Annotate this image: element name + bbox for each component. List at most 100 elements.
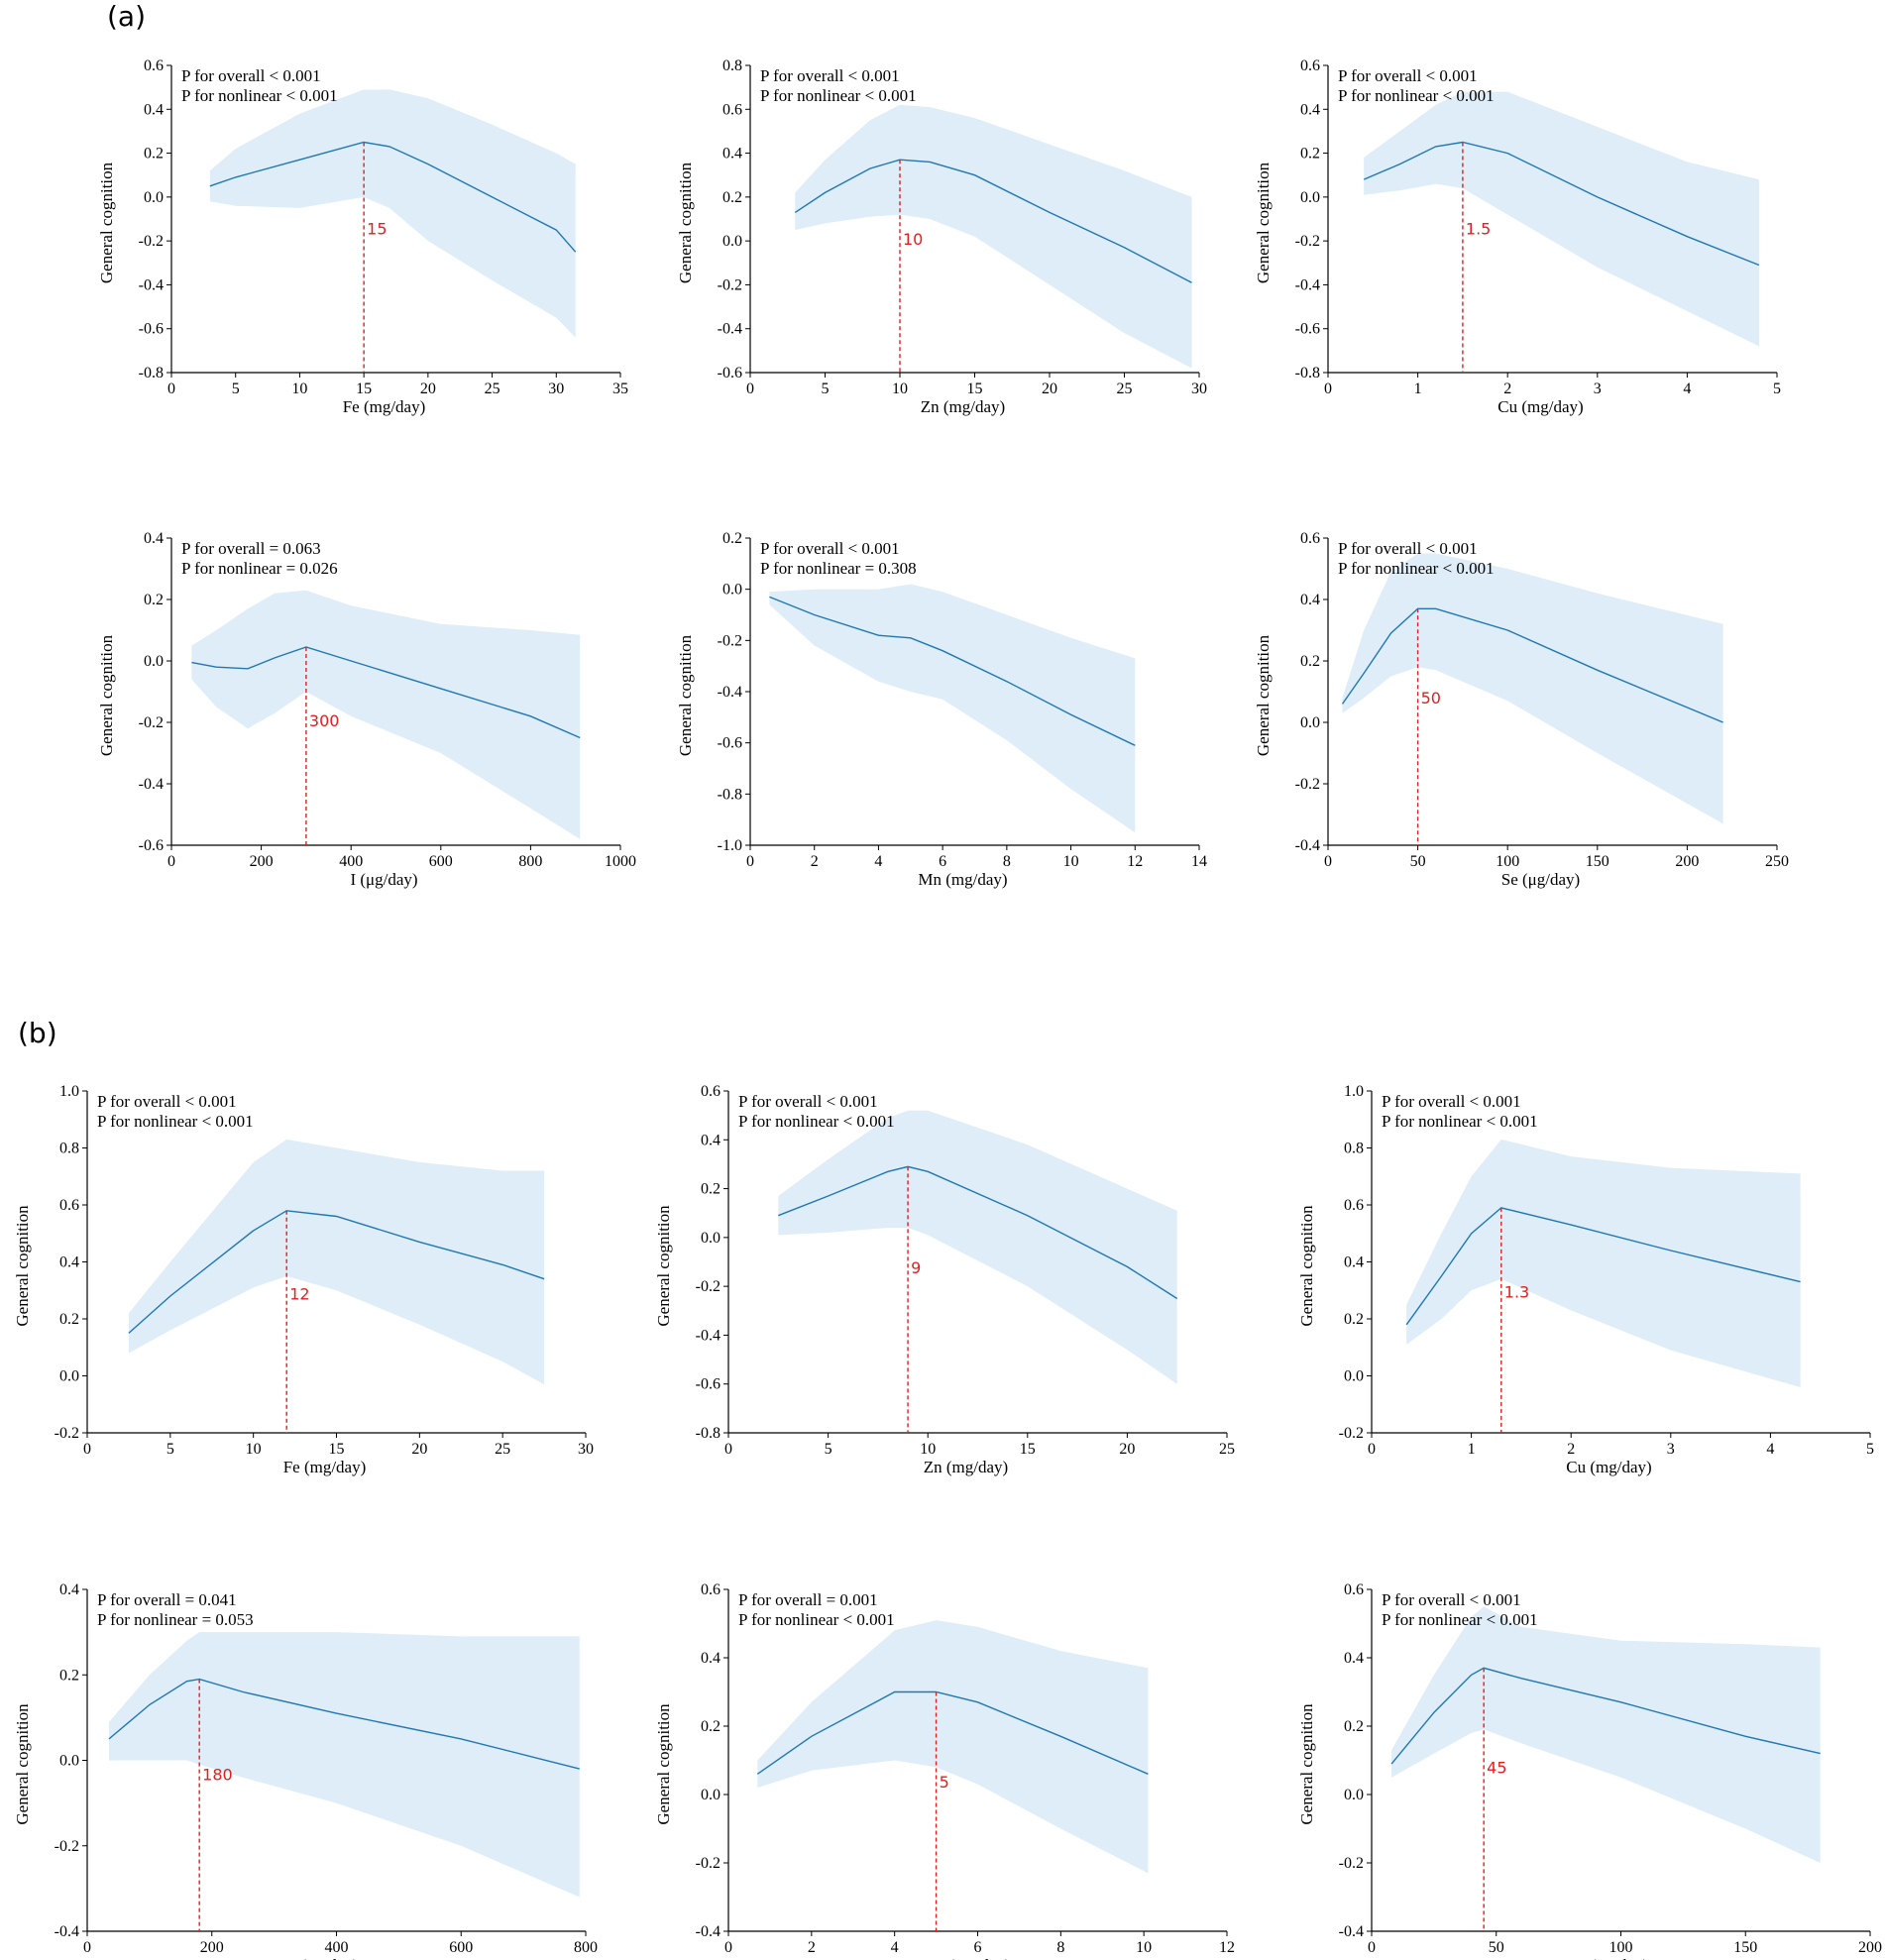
- chart-a-se: -0.4 -0.2 0.0 0.2 0.4 0.6 0 50 100 150 200 250 Se (μ…: [1254, 530, 1789, 889]
- confidence-band: [757, 1620, 1149, 1874]
- x-tick-label: 0: [1368, 1939, 1376, 1956]
- fitted-line: [209, 141, 577, 253]
- y-tick-label: -0.4: [1339, 1923, 1364, 1940]
- fitted-line: [1363, 141, 1760, 267]
- x-tick-label: 10: [291, 381, 307, 397]
- p-value-annotation: P for nonlinear < 0.001: [738, 1610, 895, 1629]
- y-tick-label: 1.0: [59, 1083, 79, 1100]
- x-tick-label: 15: [356, 381, 372, 397]
- y-axis-label: General cognition: [97, 162, 116, 283]
- x-tick-label: 1: [1468, 1441, 1476, 1458]
- reference-label: 180: [202, 1765, 233, 1784]
- x-tick-label: 1: [1414, 381, 1422, 397]
- x-tick-label: 20: [1119, 1441, 1135, 1458]
- x-tick-label: 3: [1667, 1441, 1675, 1458]
- x-tick-label: 400: [339, 853, 363, 870]
- y-tick-label: 0.4: [144, 101, 164, 118]
- y-tick-label: 0.6: [144, 57, 164, 74]
- x-tick-label: 25: [1219, 1441, 1235, 1458]
- chart-b-zn: -0.8 -0.6 -0.4 -0.2 0.0 0.2 0.4 0.6 0 5 10 15 20 25 Zn…: [654, 1083, 1235, 1476]
- p-value-annotation: P for overall = 0.041: [97, 1590, 237, 1609]
- y-tick-label: 0.2: [722, 530, 742, 547]
- y-tick-label: 0.2: [701, 1181, 721, 1198]
- fitted-line: [128, 1210, 545, 1334]
- panel-label-a: (a): [107, 0, 147, 33]
- p-value-annotation: P for nonlinear = 0.053: [97, 1610, 254, 1629]
- y-tick-label: 0.0: [722, 582, 742, 599]
- x-tick-label: 20: [411, 1441, 427, 1458]
- confidence-band: [1406, 1139, 1801, 1387]
- y-tick-label: 0.6: [701, 1083, 721, 1100]
- x-tick-label: 0: [83, 1441, 91, 1458]
- y-tick-label: 0.6: [1300, 57, 1320, 74]
- y-tick-label: 0.0: [59, 1753, 79, 1770]
- p-value-annotation: P for nonlinear < 0.001: [181, 86, 338, 105]
- x-tick-label: 250: [1765, 853, 1789, 870]
- y-tick-label: 0.0: [1300, 189, 1320, 206]
- p-value-annotation: P for nonlinear < 0.001: [1338, 86, 1495, 105]
- fitted-line: [191, 646, 581, 739]
- fitted-line: [108, 1678, 580, 1770]
- y-tick-label: -0.4: [1295, 837, 1320, 854]
- reference-label: 45: [1487, 1759, 1506, 1778]
- p-value-annotation: P for overall = 0.001: [738, 1590, 878, 1609]
- p-value-annotation: P for nonlinear < 0.001: [97, 1112, 254, 1131]
- y-tick-label: 0.2: [701, 1718, 721, 1735]
- y-tick-label: 0.4: [1300, 592, 1320, 608]
- y-tick-label: -0.2: [718, 632, 742, 649]
- p-value-annotation: P for overall = 0.063: [181, 539, 321, 558]
- y-tick-label: 0.0: [1300, 714, 1320, 731]
- y-axis-label: General cognition: [97, 634, 116, 756]
- x-axis-label: Zn (mg/day): [921, 397, 1005, 416]
- y-tick-label: 0.4: [59, 1581, 79, 1598]
- confidence-band: [209, 89, 576, 338]
- panel-label-b: (b): [18, 1017, 57, 1049]
- x-tick-label: 5: [825, 1441, 832, 1458]
- x-axis-label: Se (μg/day): [1570, 1956, 1648, 1960]
- y-tick-label: 0.8: [722, 57, 742, 74]
- y-tick-label: -0.6: [718, 735, 742, 752]
- p-value-annotation: P for overall < 0.001: [181, 66, 321, 85]
- x-tick-label: 5: [822, 381, 830, 397]
- x-axis-label: Cu (mg/day): [1497, 397, 1583, 416]
- x-tick-label: 15: [967, 381, 983, 397]
- x-tick-label: 5: [1773, 381, 1781, 397]
- y-tick-label: 0.4: [701, 1132, 721, 1148]
- y-tick-label: -0.8: [718, 786, 742, 803]
- x-tick-label: 5: [232, 381, 240, 397]
- x-tick-label: 10: [246, 1441, 262, 1458]
- p-value-annotation: P for nonlinear < 0.001: [1382, 1112, 1538, 1131]
- y-axis-label: General cognition: [654, 1703, 673, 1825]
- y-tick-label: 1.0: [1344, 1083, 1364, 1100]
- y-tick-label: -0.2: [696, 1855, 721, 1872]
- y-tick-label: -0.2: [1339, 1855, 1364, 1872]
- y-tick-label: 0.0: [722, 233, 742, 250]
- confidence-band: [191, 590, 581, 839]
- x-tick-label: 6: [939, 853, 946, 870]
- y-tick-label: -0.4: [718, 321, 742, 338]
- fitted-line: [1341, 607, 1723, 723]
- x-axis-label: Se (μg/day): [1501, 870, 1580, 889]
- chart-a-mn: -1.0 -0.8 -0.6 -0.4 -0.2 0.0 0.2 0 2 4 6 8 10 12 14 Mn …: [676, 530, 1207, 889]
- x-tick-label: 0: [724, 1441, 732, 1458]
- y-tick-label: 0.2: [144, 592, 164, 608]
- confidence-band: [1364, 91, 1759, 347]
- fitted-line: [769, 596, 1136, 746]
- x-tick-label: 0: [167, 853, 175, 870]
- x-tick-label: 600: [429, 853, 453, 870]
- p-value-annotation: P for overall < 0.001: [1382, 1092, 1521, 1111]
- y-tick-label: 0.0: [1344, 1787, 1364, 1803]
- y-tick-label: 0.2: [722, 189, 742, 206]
- fitted-line: [756, 1690, 1149, 1775]
- x-tick-label: 25: [1117, 381, 1133, 397]
- chart-a-i: -0.6 -0.4 -0.2 0.0 0.2 0.4 0 200 400 600 800 1000 I …: [97, 530, 636, 889]
- x-tick-label: 200: [250, 853, 274, 870]
- y-tick-label: 0.4: [144, 530, 164, 547]
- x-tick-label: 30: [578, 1441, 594, 1458]
- x-tick-label: 200: [200, 1939, 224, 1956]
- p-value-annotation: P for overall < 0.001: [1338, 66, 1478, 85]
- y-tick-label: -0.4: [696, 1327, 721, 1344]
- x-tick-label: 14: [1191, 853, 1207, 870]
- y-axis-label: General cognition: [13, 1205, 32, 1327]
